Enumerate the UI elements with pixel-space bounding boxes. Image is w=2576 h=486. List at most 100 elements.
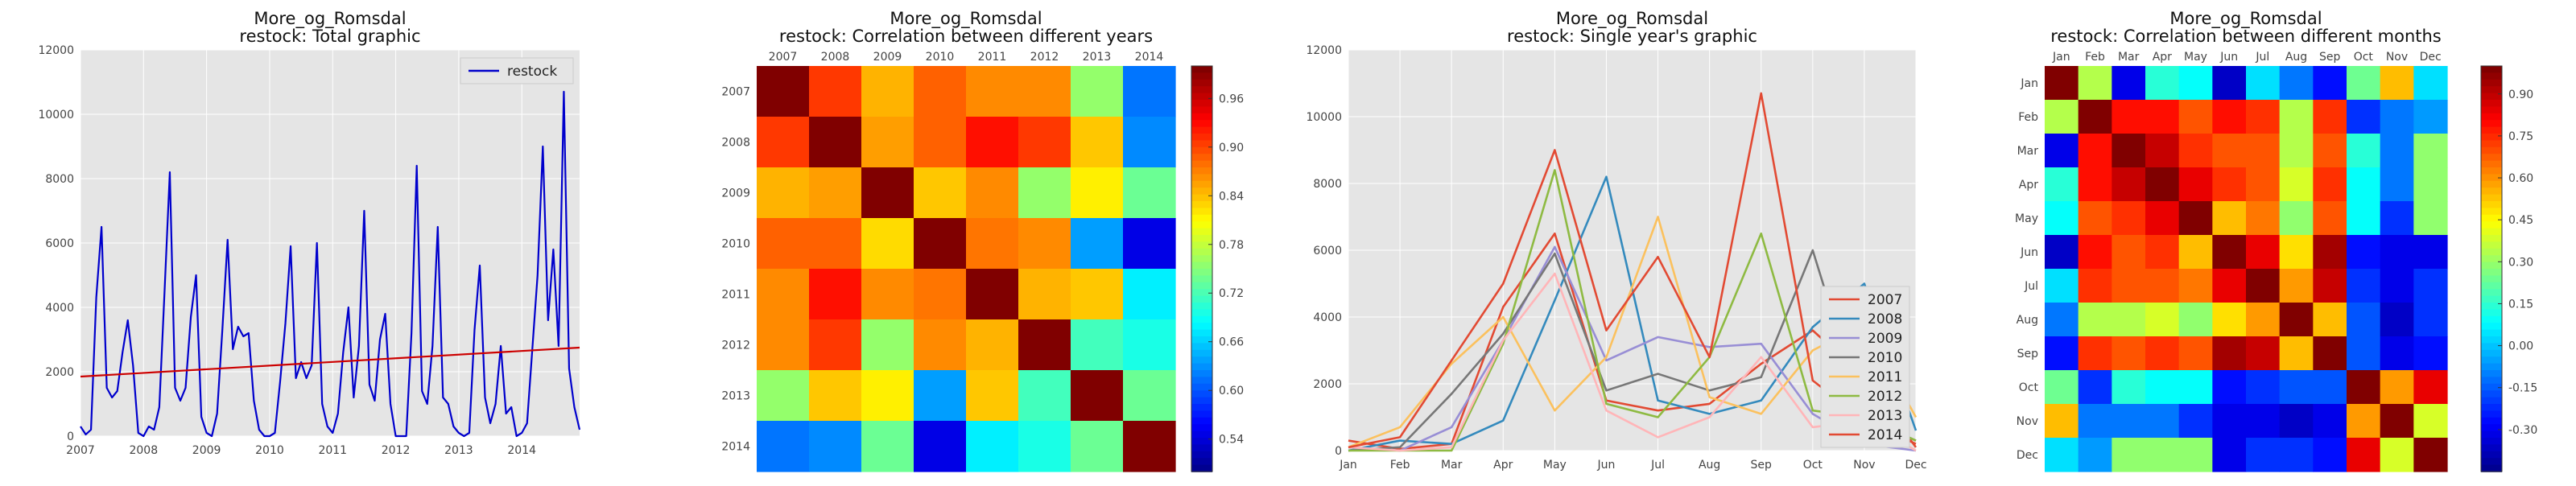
chart-3-cell — [2178, 370, 2213, 405]
chart-3-colorbar-segment — [2481, 343, 2502, 351]
chart-1-colorbar-label: 0.54 — [1219, 434, 1244, 447]
chart-3-cell — [2279, 336, 2314, 371]
chart-3-cell — [2347, 269, 2381, 303]
chart-3-colorbar-segment — [2481, 464, 2502, 472]
chart-2-subtitle: restock: Single year's graphic — [1507, 27, 1757, 46]
chart-1-colorbar-segment — [1191, 180, 1212, 188]
chart-3-cell — [2246, 167, 2281, 202]
chart-3-cell — [2112, 201, 2146, 236]
chart-3-cell — [2212, 134, 2247, 168]
chart-3-row-label: Dec — [2017, 449, 2038, 462]
chart-0-x-tick-label: 2012 — [382, 444, 411, 457]
chart-3-cell — [2045, 100, 2079, 134]
chart-1-cell — [1071, 370, 1124, 422]
chart-1-colorbar-segment — [1191, 208, 1212, 216]
chart-3-colorbar-segment — [2481, 430, 2502, 439]
chart-0-x-tick-label: 2010 — [255, 444, 284, 457]
chart-1-colorbar-segment — [1191, 349, 1212, 357]
chart-3-cell — [2380, 370, 2414, 405]
chart-3-colorbar-segment — [2481, 167, 2502, 175]
chart-1-cell — [809, 319, 862, 371]
chart-1-cell — [809, 218, 862, 270]
chart-1-col-label: 2009 — [873, 51, 902, 64]
chart-1-colorbar-segment — [1191, 383, 1212, 391]
chart-2-y-tick-label: 2000 — [1313, 378, 1342, 391]
chart-2-y-tick-label: 8000 — [1313, 178, 1342, 191]
chart-3-cell — [2212, 303, 2247, 337]
chart-1-colorbar-segment — [1191, 106, 1212, 114]
chart-3-cell — [2380, 235, 2414, 270]
chart-1-row-label: 2010 — [721, 238, 750, 251]
chart-3-cell — [2112, 269, 2146, 303]
chart-0-y-tick-label: 10000 — [38, 109, 74, 122]
chart-3-cell — [2145, 66, 2180, 101]
chart-3-cell — [2246, 404, 2281, 439]
chart-3-cell — [2347, 201, 2381, 236]
chart-1-colorbar-segment — [1191, 154, 1212, 162]
chart-3-colorbar-segment — [2481, 397, 2502, 405]
chart-3-colorbar-segment — [2481, 100, 2502, 108]
chart-3-cell — [2078, 370, 2112, 405]
chart-1-colorbar-segment — [1191, 303, 1212, 311]
chart-2-x-tick-label: Oct — [1803, 459, 1823, 472]
chart-3-col-label: Nov — [2386, 51, 2408, 64]
chart-3-cell — [2112, 167, 2146, 202]
chart-0-legend: restock — [460, 57, 574, 84]
chart-1-cell — [1018, 269, 1071, 320]
chart-0-series-trend — [80, 346, 580, 378]
chart-1-cell — [1071, 167, 1124, 219]
chart-3-colorbar-segment — [2481, 235, 2502, 243]
chart-0-y-tick-label: 8000 — [45, 173, 74, 186]
chart-1-row-label: 2014 — [721, 441, 750, 454]
chart-3-cell — [2413, 66, 2448, 101]
chart-2-legend-label: 2010 — [1868, 350, 1902, 366]
chart-2-series-2010 — [1348, 249, 1917, 452]
chart-1-colorbar-segment — [1191, 194, 1212, 202]
chart-3-colorbar-segment — [2481, 221, 2502, 229]
chart-3-cell — [2313, 100, 2347, 134]
chart-1-colorbar-segment — [1191, 134, 1212, 142]
chart-1-cell — [914, 167, 967, 219]
chart-3-row-label: Oct — [2019, 381, 2039, 394]
chart-3-colorbar-label: 0.60 — [2508, 172, 2533, 185]
chart-2-x-tick-label: Sep — [1751, 459, 1773, 472]
chart-1-colorbar-segment — [1191, 167, 1212, 175]
chart-3-cell — [2279, 438, 2314, 472]
chart-3-cell — [2178, 134, 2213, 168]
chart-1-row-label: 2012 — [721, 340, 750, 352]
chart-1-cell — [757, 269, 810, 320]
chart-3-row-label: May — [2015, 212, 2038, 225]
chart-2-x-tick-label: Apr — [1493, 459, 1513, 472]
chart-3-cell — [2380, 438, 2414, 472]
chart-1-colorbar-segment — [1191, 66, 1212, 74]
chart-1-cell — [966, 66, 1019, 117]
chart-1-colorbar-segment — [1191, 444, 1212, 452]
chart-3-colorbar-segment — [2481, 424, 2502, 432]
chart-3-colorbar-label: -0.15 — [2508, 382, 2537, 395]
chart-1-colorbar-segment — [1191, 269, 1212, 277]
chart-2-x-tick-label: Feb — [1390, 459, 1410, 472]
chart-3-cell — [2045, 201, 2079, 236]
chart-3-colorbar-frame — [2480, 65, 2503, 472]
chart-3-colorbar-segment — [2481, 356, 2502, 364]
chart-3-cell — [2045, 66, 2079, 101]
chart-1-cell — [966, 167, 1019, 219]
chart-2-legend-label: 2009 — [1868, 331, 1902, 347]
chart-3-cell — [2078, 438, 2112, 472]
chart-3-colorbar-label: 0.30 — [2508, 256, 2533, 269]
chart-1-cell — [1071, 269, 1124, 320]
chart-1-cell — [1123, 370, 1176, 422]
chart-2-title: More_og_Romsdal — [1556, 9, 1708, 29]
chart-3-cell — [2212, 404, 2247, 439]
chart-1-colorbar-segment — [1191, 390, 1212, 398]
chart-3-cell — [2112, 66, 2146, 101]
chart-3-cell — [2078, 336, 2112, 371]
chart-3-cell — [2078, 404, 2112, 439]
chart-1-cell — [966, 421, 1019, 472]
chart-1-cell — [1071, 421, 1124, 472]
chart-3-cell — [2313, 438, 2347, 472]
chart-3-colorbar-label: 0.75 — [2508, 130, 2533, 143]
chart-1-cell — [757, 421, 810, 472]
chart-3-cell — [2145, 201, 2180, 236]
chart-1-cell — [757, 167, 810, 219]
